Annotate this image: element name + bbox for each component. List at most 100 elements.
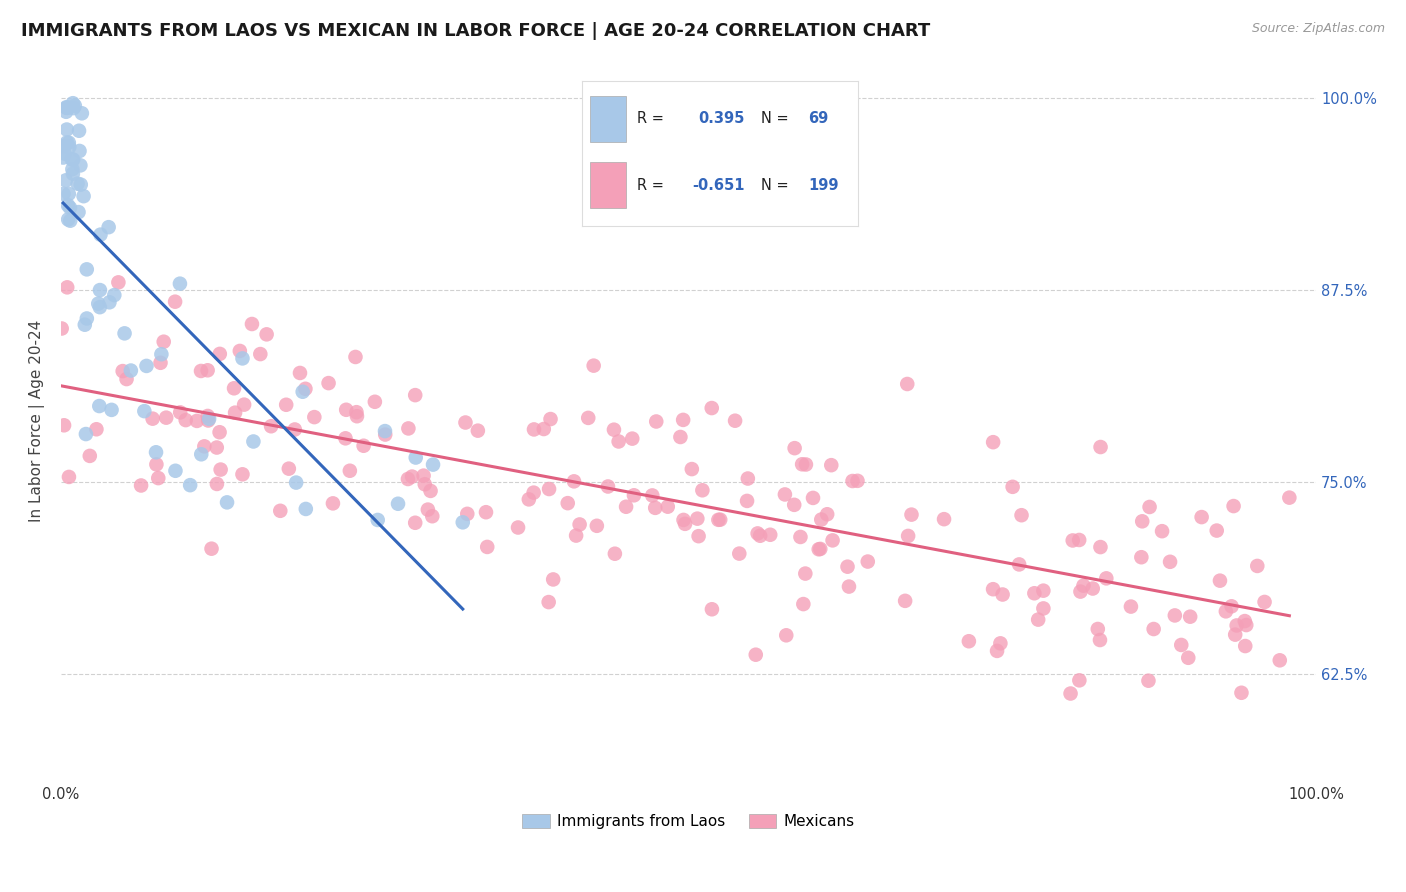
Point bbox=[1090, 540, 1112, 554]
Point bbox=[75, 427, 97, 442]
Point bbox=[318, 376, 340, 390]
Point bbox=[451, 516, 474, 530]
Point bbox=[700, 602, 723, 616]
Point bbox=[86, 422, 108, 436]
Point bbox=[467, 424, 489, 438]
Point bbox=[477, 540, 499, 554]
Point bbox=[69, 144, 91, 158]
Point bbox=[70, 106, 93, 120]
Point bbox=[111, 364, 134, 378]
Point bbox=[672, 413, 695, 427]
Point bbox=[155, 410, 177, 425]
Point bbox=[986, 644, 1008, 658]
Point bbox=[97, 220, 120, 235]
Point bbox=[98, 295, 121, 310]
Point bbox=[66, 177, 89, 191]
Point bbox=[55, 100, 77, 114]
Point bbox=[1225, 627, 1247, 641]
Point bbox=[59, 213, 82, 227]
Point bbox=[990, 636, 1012, 650]
Point bbox=[1191, 510, 1213, 524]
Point bbox=[67, 124, 90, 138]
Point bbox=[174, 413, 197, 427]
Point bbox=[186, 414, 208, 428]
Point bbox=[416, 502, 439, 516]
Point bbox=[783, 498, 806, 512]
Point bbox=[422, 458, 444, 472]
Point bbox=[517, 492, 540, 507]
Point bbox=[55, 122, 77, 136]
Point bbox=[1178, 609, 1201, 624]
Point bbox=[759, 528, 782, 542]
Point bbox=[56, 198, 79, 212]
Point bbox=[374, 427, 396, 442]
Point bbox=[346, 405, 368, 419]
Point bbox=[846, 474, 869, 488]
Point bbox=[1119, 599, 1142, 614]
Point bbox=[808, 541, 831, 556]
Point bbox=[1024, 586, 1046, 600]
Point bbox=[120, 363, 142, 377]
Point bbox=[815, 508, 838, 522]
Point bbox=[538, 482, 561, 496]
Point bbox=[523, 485, 546, 500]
Y-axis label: In Labor Force | Age 20-24: In Labor Force | Age 20-24 bbox=[30, 319, 45, 522]
Point bbox=[1137, 673, 1160, 688]
Point bbox=[801, 491, 824, 505]
Point bbox=[129, 478, 152, 492]
Point bbox=[623, 488, 645, 502]
Point bbox=[686, 511, 709, 525]
Point bbox=[114, 326, 136, 341]
Point bbox=[51, 321, 73, 335]
Point bbox=[233, 398, 256, 412]
Point bbox=[222, 381, 245, 395]
Point bbox=[896, 376, 918, 391]
Point bbox=[1253, 595, 1275, 609]
Point bbox=[87, 296, 110, 310]
Point bbox=[645, 415, 668, 429]
Point bbox=[76, 311, 98, 326]
Point bbox=[1062, 533, 1084, 548]
Point bbox=[557, 496, 579, 510]
Point bbox=[1011, 508, 1033, 523]
Point bbox=[709, 513, 731, 527]
Point bbox=[396, 421, 419, 435]
Point bbox=[820, 458, 842, 472]
Point bbox=[1143, 622, 1166, 636]
Point bbox=[894, 594, 917, 608]
Point bbox=[52, 186, 75, 201]
Point bbox=[62, 153, 84, 167]
Point bbox=[169, 277, 191, 291]
Point bbox=[404, 388, 426, 402]
Point bbox=[745, 648, 768, 662]
Point bbox=[669, 430, 692, 444]
Point bbox=[145, 445, 167, 459]
Point bbox=[792, 457, 814, 471]
Point bbox=[991, 587, 1014, 601]
Point bbox=[404, 516, 426, 530]
Text: IMMIGRANTS FROM LAOS VS MEXICAN IN LABOR FORCE | AGE 20-24 CORRELATION CHART: IMMIGRANTS FROM LAOS VS MEXICAN IN LABOR… bbox=[21, 22, 931, 40]
Point bbox=[1278, 491, 1301, 505]
Point bbox=[58, 136, 80, 150]
Point bbox=[821, 533, 844, 548]
Point bbox=[1152, 524, 1174, 538]
Point bbox=[224, 406, 246, 420]
Point bbox=[673, 516, 696, 531]
Point bbox=[208, 425, 231, 440]
Point bbox=[681, 462, 703, 476]
Point bbox=[957, 634, 980, 648]
Point bbox=[59, 201, 82, 215]
Point bbox=[62, 167, 84, 181]
Point bbox=[56, 101, 79, 115]
Point bbox=[692, 483, 714, 498]
Text: Source: ZipAtlas.com: Source: ZipAtlas.com bbox=[1251, 22, 1385, 36]
Point bbox=[205, 477, 228, 491]
Point bbox=[562, 475, 585, 489]
Point bbox=[69, 158, 91, 172]
Point bbox=[1090, 440, 1112, 454]
Point bbox=[1233, 614, 1256, 628]
Point bbox=[586, 518, 609, 533]
Point bbox=[1205, 524, 1227, 538]
Point bbox=[475, 505, 498, 519]
Point bbox=[249, 347, 271, 361]
